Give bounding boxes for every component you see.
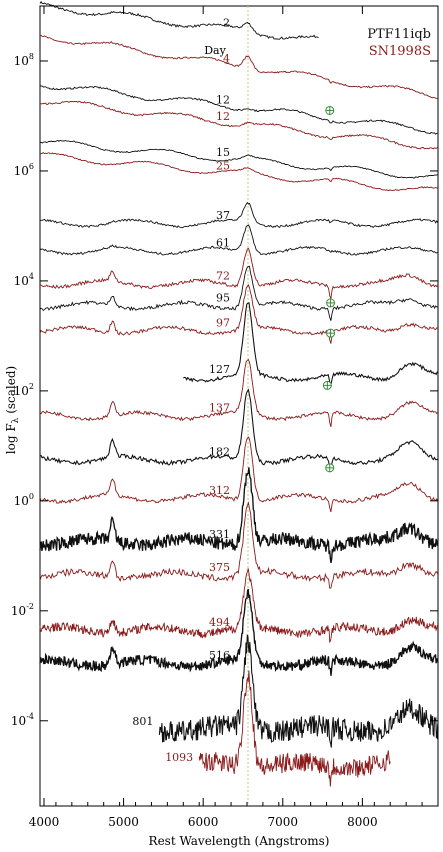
spectrum-ptf11iqb-day-127 <box>183 302 438 388</box>
x-tick-label-4: 8000 <box>347 815 378 829</box>
y-axis-title-suffix: (scaled) <box>4 366 18 414</box>
spectrum-ptf11iqb-day-61 <box>39 224 438 256</box>
epoch-label-sn1998s-494: 494 <box>209 616 230 629</box>
spectrum-sn1998s-day-97 <box>39 284 438 344</box>
spectrum-sn1998s-day-12 <box>39 100 439 150</box>
spectrum-ptf11iqb-day-37 <box>39 201 439 229</box>
epoch-label-sn1998s-375: 375 <box>209 561 230 574</box>
spectrum-ptf11iqb-day-95 <box>39 265 438 321</box>
epoch-label-sn1998s-72: 72 <box>216 270 230 283</box>
spectrum-sn1998s-day-494 <box>39 568 439 643</box>
spectrum-ptf11iqb-day-801 <box>158 633 439 748</box>
y-tick-label-1: 106 <box>14 162 34 178</box>
epoch-label-ptf11iqb-182: 182 <box>209 446 230 459</box>
y-tick-label-4: 100 <box>14 492 34 508</box>
epoch-label-sn1998s-25: 25 <box>216 160 230 173</box>
axis-ticks: 4000 5000 6000 7000 8000 108 106 104 102 100 10-2 1… <box>11 6 439 829</box>
epoch-label-ptf11iqb-61: 61 <box>216 237 230 250</box>
x-tick-label-2: 6000 <box>188 815 219 829</box>
epoch-label-ptf11iqb-15: 15 <box>216 146 230 159</box>
y-tick-label-5: 10-2 <box>11 602 34 618</box>
spectrum-ptf11iqb-day-182 <box>39 388 438 471</box>
x-tick-label-0: 4000 <box>29 815 60 829</box>
epoch-label-ptf11iqb-2: 2 <box>223 17 230 30</box>
spectrum-sn1998s-day-25 <box>39 152 438 192</box>
legend-ptf11iqb: PTF11iqb <box>367 27 431 42</box>
spectra-group <box>39 0 439 787</box>
spectrum-sn1998s-day-312 <box>39 436 439 513</box>
y-tick-label-2: 104 <box>14 272 34 288</box>
spectrum-sn1998s-day-72 <box>39 247 439 301</box>
epoch-label-ptf11iqb-516: 516 <box>209 649 230 662</box>
y-axis-title: log Fλ (scaled) <box>4 366 21 454</box>
epoch-label-sn1998s-137: 137 <box>209 402 230 415</box>
spectrum-sn1998s-day-137 <box>39 358 439 428</box>
epoch-label-ptf11iqb-95: 95 <box>216 292 230 305</box>
spectrum-ptf11iqb-day-12 <box>39 85 438 135</box>
y-tick-label-0: 108 <box>14 52 34 68</box>
epoch-label-sn1998s-4: 4 <box>223 52 230 65</box>
epoch-label-ptf11iqb-331: 331 <box>209 528 230 541</box>
x-tick-label-1: 5000 <box>108 815 139 829</box>
x-tick-label-3: 7000 <box>268 815 299 829</box>
y-axis-title-main: log F <box>4 423 18 454</box>
svg-text:log Fλ (scaled): log Fλ (scaled) <box>4 366 21 454</box>
epoch-label-ptf11iqb-12: 12 <box>216 94 230 107</box>
y-axis-title-sub: λ <box>11 417 21 423</box>
spectrum-sn1998s-day-1093 <box>198 670 391 787</box>
y-tick-label-6: 10-4 <box>11 712 34 728</box>
y-tick-label-3: 102 <box>14 382 34 398</box>
plot-frame <box>39 5 439 807</box>
epoch-header: Day <box>204 44 226 57</box>
epoch-label-ptf11iqb-37: 37 <box>216 209 230 222</box>
spectrum-sn1998s-day-4 <box>39 35 438 100</box>
epoch-label-sn1998s-1093: 1093 <box>165 751 193 764</box>
epoch-label-ptf11iqb-127: 127 <box>209 363 230 376</box>
spectrum-ptf11iqb-day-331 <box>39 467 439 564</box>
epoch-label-sn1998s-312: 312 <box>209 484 230 497</box>
epoch-label-sn1998s-97: 97 <box>216 316 230 329</box>
spectrum-ptf11iqb-day-2 <box>39 0 319 40</box>
epoch-label-sn1998s-12: 12 <box>216 110 230 123</box>
spectrum-sn1998s-day-375 <box>39 501 439 589</box>
x-axis-title: Rest Wavelength (Angstroms) <box>149 834 330 848</box>
legend-sn1998s: SN1998S <box>369 44 431 59</box>
epoch-label-ptf11iqb-801: 801 <box>132 715 153 728</box>
spectrum-ptf11iqb-day-516 <box>39 588 439 676</box>
spectrum-ptf11iqb-day-15 <box>39 139 439 179</box>
